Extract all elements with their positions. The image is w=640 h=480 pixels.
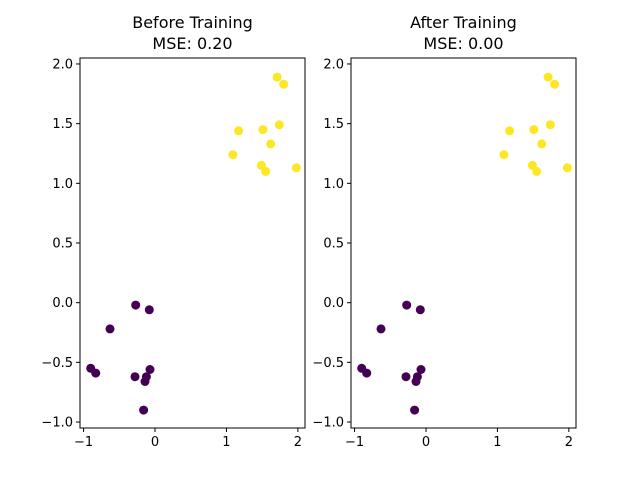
y-tick-label: 1.5 — [52, 117, 73, 132]
y-tick-label: 0.0 — [323, 296, 344, 311]
y-tick-label: 1.5 — [323, 117, 344, 132]
data-point — [532, 166, 542, 176]
data-point — [402, 300, 412, 310]
data-point — [499, 150, 509, 160]
data-point — [411, 377, 421, 386]
data-point — [537, 139, 547, 149]
data-point — [140, 377, 150, 386]
axes-frame — [79, 57, 306, 429]
y-tick-label: −0.5 — [312, 356, 344, 371]
data-point — [144, 305, 154, 315]
y-tick-label: −1.0 — [41, 416, 73, 431]
data-point — [234, 126, 244, 136]
data-point — [258, 125, 268, 135]
data-point — [410, 405, 420, 415]
panel-after-training: After Training MSE: 0.00 −1 0 1 2 −1.0 −0.5 0.… — [312, 13, 577, 450]
data-point — [362, 368, 372, 378]
tick-layer: −1 0 1 2 −1.0 −0.5 0.0 0.5 1.0 1.5 2.0 — [312, 57, 573, 450]
x-tick-label: 0 — [151, 435, 159, 450]
y-tick-label: 0.5 — [323, 237, 344, 252]
data-point — [139, 405, 149, 415]
chart-subtitle: MSE: 0.00 — [423, 34, 503, 53]
y-tick-label: 1.0 — [323, 177, 344, 192]
data-point — [291, 163, 301, 173]
data-point — [266, 139, 276, 149]
data-point — [401, 372, 411, 382]
x-tick-label: 1 — [493, 435, 501, 450]
data-point — [416, 365, 426, 374]
axes-frame — [350, 57, 577, 429]
data-point — [543, 72, 553, 82]
data-point — [545, 120, 555, 130]
data-point — [145, 365, 155, 374]
chart-title: After Training — [410, 13, 517, 32]
y-tick-label: 2.0 — [323, 57, 344, 72]
point-layer — [357, 72, 572, 415]
y-tick-label: 0.0 — [52, 296, 73, 311]
x-tick-label: −1 — [345, 435, 364, 450]
y-tick-label: −0.5 — [41, 356, 73, 371]
data-point — [550, 79, 560, 89]
data-point — [376, 324, 386, 334]
x-tick-label: 2 — [565, 435, 573, 450]
data-point — [505, 126, 515, 136]
data-point — [415, 305, 425, 315]
x-tick-label: −1 — [74, 435, 93, 450]
data-point — [130, 372, 140, 382]
data-point — [131, 300, 141, 310]
data-point — [105, 324, 115, 334]
tick-layer: −1 0 1 2 −1.0 −0.5 0.0 0.5 1.0 1.5 2.0 — [41, 57, 302, 450]
chart-subtitle: MSE: 0.20 — [152, 34, 232, 53]
data-point — [279, 79, 289, 89]
data-point — [274, 120, 284, 130]
y-tick-label: 1.0 — [52, 177, 73, 192]
data-point — [272, 72, 282, 82]
y-tick-label: 0.5 — [52, 237, 73, 252]
data-point — [529, 125, 539, 135]
data-point — [562, 163, 572, 173]
y-tick-label: 2.0 — [52, 57, 73, 72]
data-point — [261, 166, 271, 176]
point-layer — [86, 72, 301, 415]
x-tick-label: 2 — [294, 435, 302, 450]
x-tick-label: 0 — [422, 435, 430, 450]
panel-before-training: Before Training MSE: 0.20 −1 0 1 2 −1.0 −0.5 0… — [41, 13, 306, 450]
chart-title: Before Training — [132, 13, 253, 32]
x-tick-label: 1 — [222, 435, 230, 450]
data-point — [228, 150, 238, 160]
data-point — [91, 368, 101, 378]
y-tick-label: −1.0 — [312, 416, 344, 431]
